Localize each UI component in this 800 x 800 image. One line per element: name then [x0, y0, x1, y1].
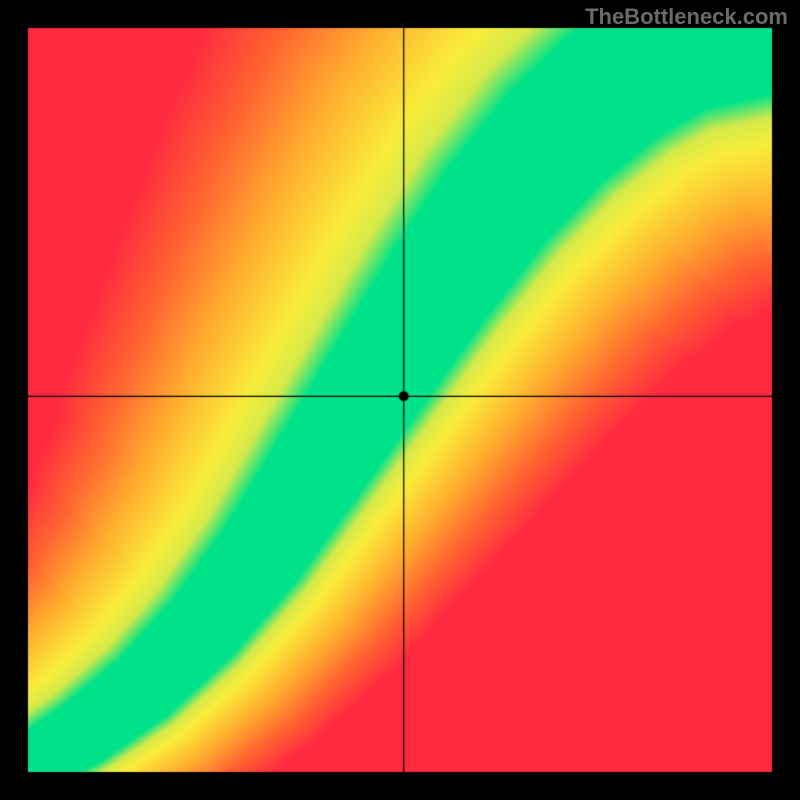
chart-container: TheBottleneck.com [0, 0, 800, 800]
watermark-text: TheBottleneck.com [585, 4, 788, 30]
bottleneck-heatmap [0, 0, 800, 800]
